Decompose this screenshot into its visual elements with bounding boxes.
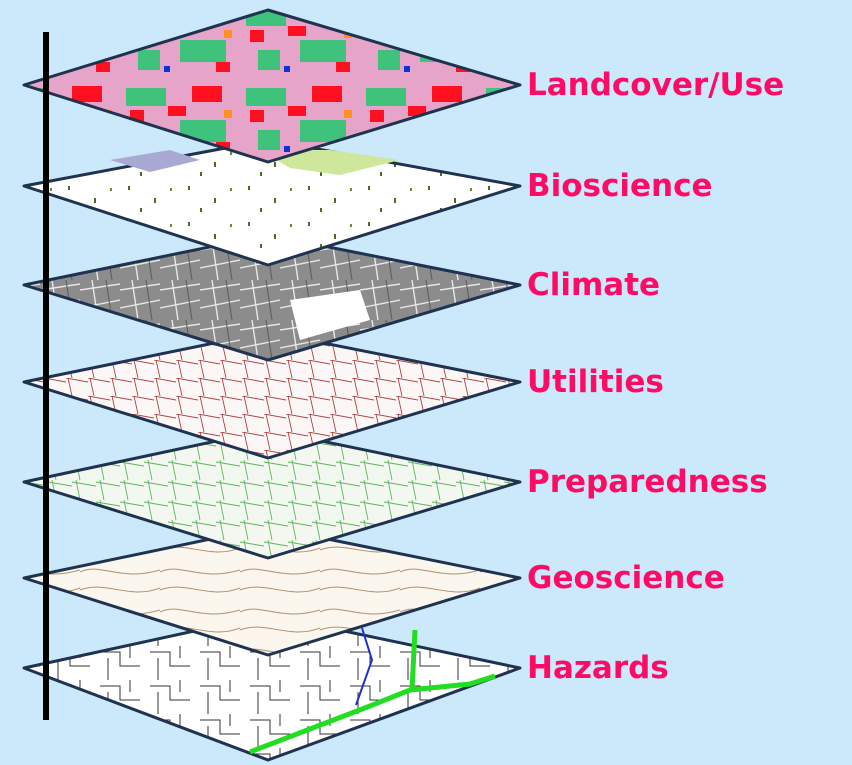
layer-map-preparedness — [22, 428, 522, 560]
hazards-route-branch — [409, 629, 418, 691]
layer-map-landcover — [22, 8, 522, 164]
climate-clear-zone — [290, 290, 370, 340]
layer-label-hazards: Hazards — [527, 650, 669, 686]
layer-label-climate: Climate — [527, 267, 661, 303]
layer-label-landcover: Landcover/Use — [527, 67, 785, 103]
layer-map-geoscience — [22, 525, 522, 657]
layer-label-geoscience: Geoscience — [527, 560, 725, 596]
layers-group — [22, 8, 522, 762]
layer-label-utilities: Utilities — [527, 364, 664, 400]
hazards-stream-line — [355, 627, 374, 706]
bioscience-water-patch — [110, 150, 200, 172]
layer-label-preparedness: Preparedness — [527, 464, 768, 500]
layer-map-hazards — [22, 613, 522, 762]
layer-label-bioscience: Bioscience — [527, 168, 713, 204]
layer-map-climate — [22, 233, 522, 362]
layer-map-utilities — [22, 330, 522, 460]
hazards-route-line — [249, 673, 496, 755]
bioscience-vegetation-patch — [260, 150, 400, 175]
